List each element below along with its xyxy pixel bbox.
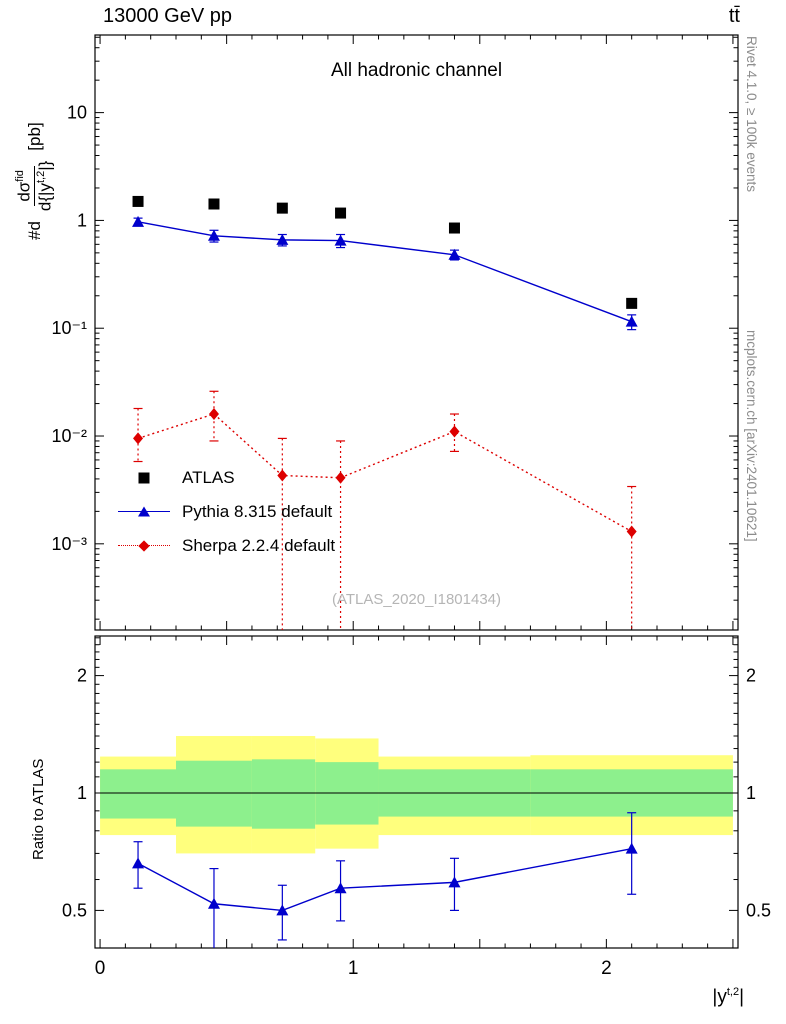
xlabel-sup: t,2 xyxy=(726,986,740,998)
ylabel-denominator: d{|yt,2|} xyxy=(35,157,55,215)
ylabel-den-a: d{|y xyxy=(36,183,55,212)
series-marker xyxy=(207,229,220,241)
process-label: tt̄ xyxy=(728,5,740,27)
series-marker xyxy=(335,207,347,219)
ylabel-unit: [pb] xyxy=(24,122,44,151)
analysis-watermark: (ATLAS_2020_I1801434) xyxy=(331,591,501,608)
series-marker xyxy=(276,233,289,245)
ratio-y-tick-label: 0.5 xyxy=(62,900,87,920)
y-tick-label: 10⁻¹ xyxy=(51,318,87,338)
ratio-marker xyxy=(625,842,638,854)
ratio-y-tick-label: 2 xyxy=(746,666,756,686)
ratio-marker xyxy=(448,876,461,888)
series-marker xyxy=(208,408,219,421)
y-tick-label: 10⁻³ xyxy=(51,534,87,554)
legend-diamond-swatch xyxy=(118,536,170,556)
legend-label: ATLAS xyxy=(182,468,235,487)
rivet-version-note: Rivet 4.1.0, ≥ 100k events xyxy=(744,36,759,192)
series-marker xyxy=(132,195,144,207)
ratio-marker xyxy=(334,882,347,894)
beam-energy-label: 13000 GeV pp xyxy=(103,5,232,27)
y-tick-label: 10⁻² xyxy=(51,426,87,446)
ratio-y-tick-label: 1 xyxy=(746,783,756,803)
series-marker xyxy=(276,202,288,214)
series-marker xyxy=(626,297,638,309)
triangle-marker-icon xyxy=(138,506,150,517)
series-marker xyxy=(334,234,347,246)
ratio-panel-frame xyxy=(94,635,739,949)
x-axis-label: |yt,2| xyxy=(712,986,744,1008)
ratio-marker xyxy=(207,897,220,909)
ratio-y-tick-label: 2 xyxy=(77,666,87,686)
series-marker xyxy=(132,215,145,227)
ratio-marker xyxy=(276,904,289,916)
ylabel-prefix: #d xyxy=(24,221,44,240)
series-line xyxy=(137,221,632,323)
legend-item: Sherpa 2.2.4 default xyxy=(118,529,335,563)
series-marker xyxy=(448,222,460,234)
main-panel-frame xyxy=(94,34,739,631)
square-marker-icon xyxy=(138,472,150,484)
y-tick-label: 1 xyxy=(77,210,87,230)
ylabel-den-sup: t,2 xyxy=(35,170,48,184)
xlabel-a: |y xyxy=(712,986,727,1008)
panel-title: All hadronic channel xyxy=(330,60,503,81)
ratio-line xyxy=(137,847,632,912)
legend-item: Pythia 8.315 default xyxy=(118,495,335,529)
legend: ATLAS Pythia 8.315 default Sherpa 2.2.4 de… xyxy=(118,461,335,563)
uncertainty-band-inner xyxy=(251,759,316,829)
ratio-y-axis-label: Ratio to ATLAS xyxy=(30,758,47,860)
legend-label: Sherpa 2.2.4 default xyxy=(182,536,336,555)
legend-triangle-swatch xyxy=(118,502,170,522)
series-marker xyxy=(448,248,461,260)
mcplots-arxiv-note: mcplots.cern.ch [arXiv:2401.10621] xyxy=(744,330,759,542)
ylabel-num-sup: fid xyxy=(14,170,26,182)
series-marker xyxy=(277,469,288,482)
series-marker xyxy=(335,471,346,484)
ylabel-numerator: dσfid xyxy=(14,166,36,206)
uncertainty-band-inner xyxy=(176,760,252,827)
uncertainty-band-inner xyxy=(100,769,177,819)
series-marker xyxy=(449,425,460,438)
ratio-y-tick-label: 1 xyxy=(77,783,87,803)
diamond-marker-icon xyxy=(138,540,150,552)
x-tick-label: 2 xyxy=(601,958,612,979)
y-tick-label: 10 xyxy=(67,103,87,123)
series-marker xyxy=(133,432,144,445)
series-marker xyxy=(625,315,638,327)
series-line xyxy=(137,413,633,533)
main-y-axis-label: #d dσfid d{|yt,2|} [pb] xyxy=(14,122,56,240)
ratio-y-tick-label: 0.5 xyxy=(746,900,771,920)
ylabel-fraction: dσfid d{|yt,2|} xyxy=(14,157,56,215)
ylabel-num-text: dσ xyxy=(14,181,34,202)
ratio-marker xyxy=(132,857,145,869)
legend-item: ATLAS xyxy=(118,461,335,495)
x-tick-label: 1 xyxy=(348,958,359,979)
series-marker xyxy=(208,198,220,210)
legend-square-swatch xyxy=(118,468,170,488)
series-marker xyxy=(626,525,637,538)
legend-label: Pythia 8.315 default xyxy=(182,502,333,521)
x-tick-label: 0 xyxy=(95,958,106,979)
xlabel-b: | xyxy=(739,986,744,1008)
ylabel-den-b: |} xyxy=(36,160,55,171)
